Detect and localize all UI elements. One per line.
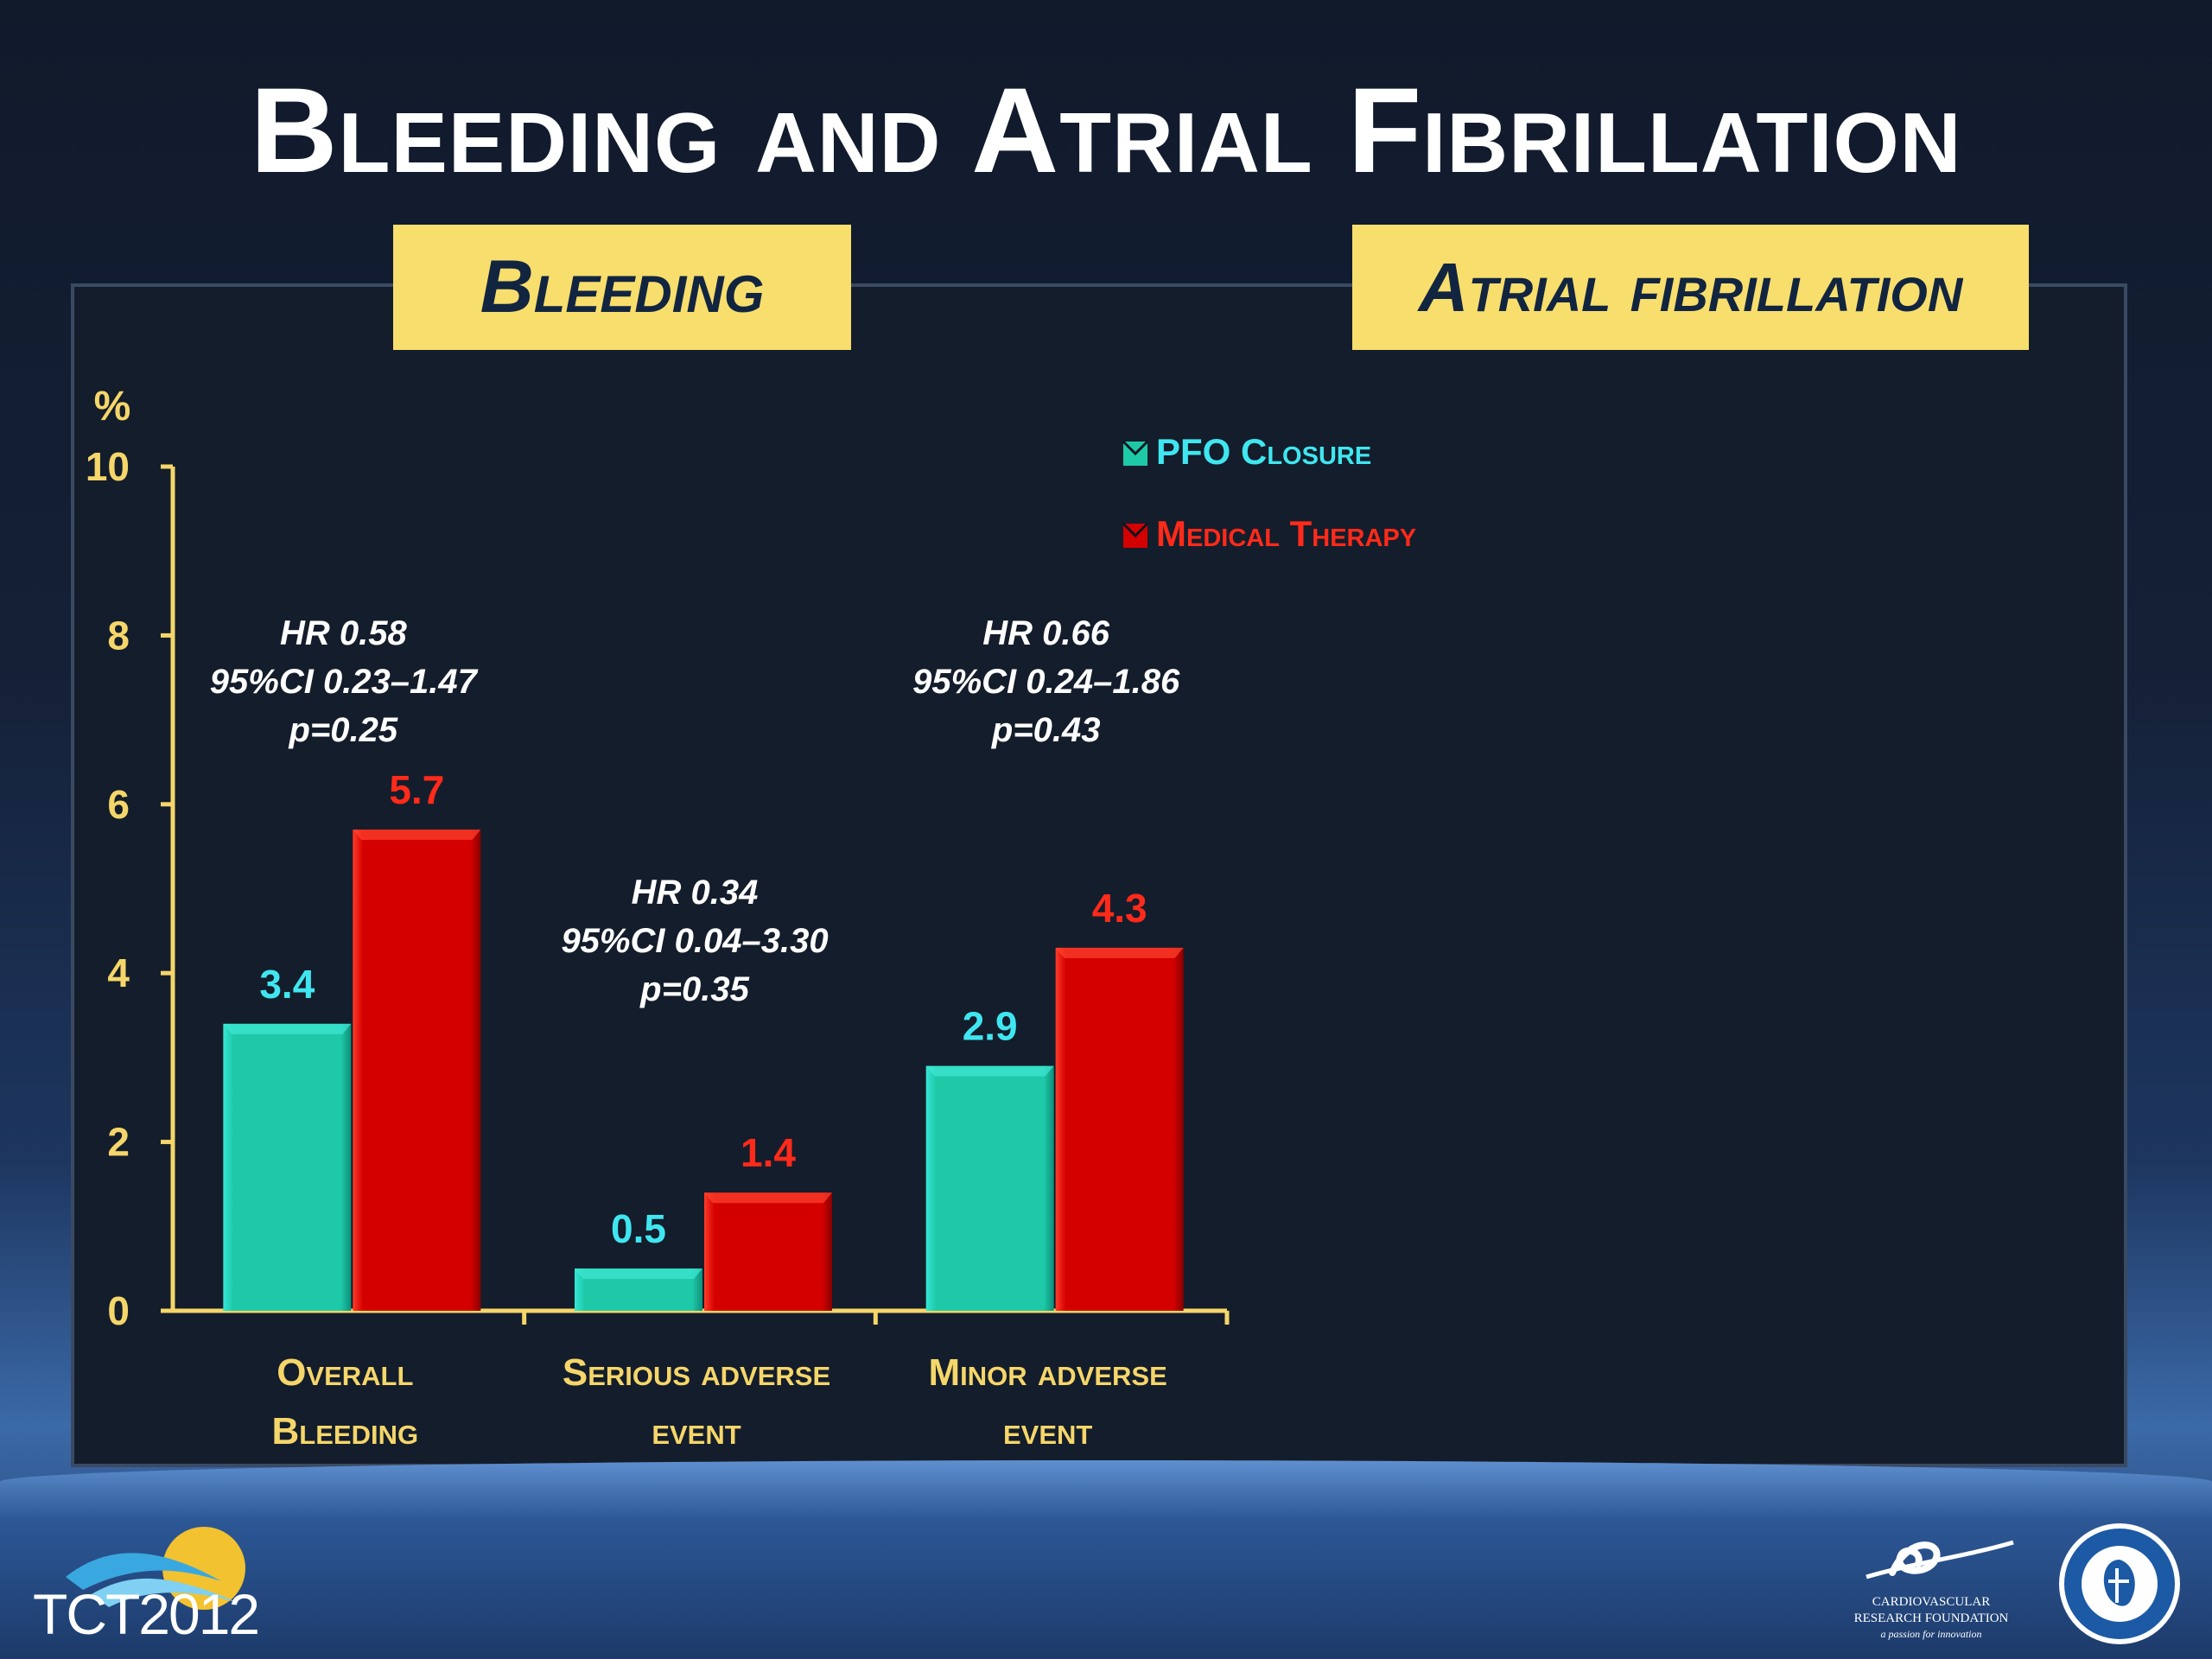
legend-label: Medical Therapy [1156, 513, 1416, 554]
tab-atrial-fibrillation[interactable]: Atrial fibrillation [1352, 225, 2029, 350]
y-tick-label: 10 [86, 444, 130, 489]
hr-annotation: HR 0.58 [280, 614, 407, 652]
data-label: 4.3 [1092, 886, 1147, 931]
tct-logo-icon [66, 1527, 245, 1610]
bar-bevel [353, 830, 481, 841]
hr-annotation: p=0.35 [639, 970, 749, 1008]
data-label: 1.4 [741, 1130, 796, 1175]
bar-medical-therapy [1055, 947, 1184, 1311]
x-tick-label: event [652, 1410, 741, 1452]
x-tick-label: event [1003, 1410, 1092, 1452]
tab-bleeding[interactable]: Bleeding [393, 225, 851, 350]
slide-title: Bleeding and Atrial Fibrillation [250, 62, 1962, 198]
y-tick-label: 0 [107, 1288, 130, 1333]
bar-bevel [704, 1192, 832, 1204]
legend-swatch-notch [1122, 522, 1149, 538]
hr-annotation: 95%CI 0.24–1.86 [912, 663, 1180, 701]
hr-annotation: HR 0.66 [982, 614, 1109, 652]
x-tick-label: Minor adverse [929, 1351, 1167, 1394]
x-tick-label: Overall [276, 1351, 413, 1394]
data-label: 0.5 [611, 1206, 666, 1251]
y-tick-label: 4 [107, 950, 130, 995]
bar-pfo-closure [223, 1023, 352, 1311]
data-label: 2.9 [963, 1004, 1018, 1049]
crf-logo-icon: CARDIOVASCULAR RESEARCH FOUNDATION a pas… [1854, 1540, 2014, 1640]
y-tick-label: 2 [107, 1120, 130, 1165]
acc-seal-icon [2059, 1523, 2180, 1644]
legend-label: PFO Closure [1156, 431, 1371, 472]
bar-bevel [223, 1023, 352, 1034]
legend-swatch-notch [1122, 440, 1149, 456]
x-tick-label: Serious adverse [563, 1351, 830, 1394]
bar-bevel [575, 1268, 702, 1280]
data-label: 5.7 [389, 767, 444, 812]
hr-annotation: p=0.25 [289, 711, 398, 749]
x-tick-label: Bleeding [272, 1410, 419, 1452]
tct-logo-text: TCT2012 [33, 1582, 260, 1646]
y-axis-label: % [94, 384, 131, 429]
crf-logo-tagline: a passion for innovation [1880, 1628, 1981, 1640]
hr-annotation: HR 0.34 [632, 874, 759, 912]
hr-annotation: p=0.43 [991, 711, 1101, 749]
bar-pfo-closure [925, 1065, 1054, 1311]
y-tick-label: 6 [107, 782, 130, 827]
hr-annotation: 95%CI 0.04–3.30 [561, 922, 828, 960]
footer-wave [0, 1460, 2212, 1659]
hr-annotation: 95%CI 0.23–1.47 [210, 663, 479, 701]
crf-logo-line1: CARDIOVASCULAR [1872, 1595, 1990, 1609]
bar-bevel [925, 1065, 1054, 1077]
bar-bevel [1055, 947, 1184, 958]
bar-medical-therapy [353, 830, 481, 1311]
bar-medical-therapy [704, 1192, 832, 1311]
y-tick-label: 8 [107, 613, 130, 658]
data-label: 3.4 [259, 962, 315, 1007]
crf-logo-line2: RESEARCH FOUNDATION [1854, 1611, 2009, 1625]
